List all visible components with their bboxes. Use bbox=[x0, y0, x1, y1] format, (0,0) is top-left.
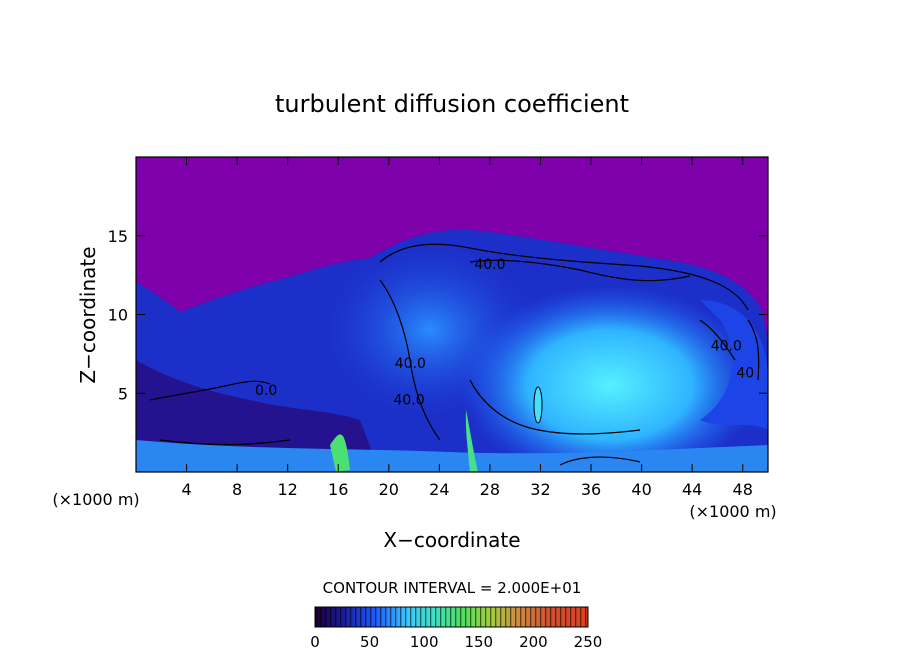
x-axis-label: X−coordinate bbox=[383, 528, 520, 552]
contour-label: 40.0 bbox=[711, 339, 742, 355]
x-tick-label: 8 bbox=[232, 480, 242, 499]
contour-40-upper bbox=[469, 259, 736, 361]
contour-labels: 40.0 40.0 40.0 40.0 40 0.0 bbox=[255, 257, 754, 408]
contour-40-left bbox=[149, 380, 291, 446]
colorbar-tick-label: 250 bbox=[574, 633, 603, 651]
field-region-streak bbox=[330, 434, 350, 472]
x-tick-label: 40 bbox=[631, 480, 651, 499]
x-tick-label: 20 bbox=[379, 480, 399, 499]
colorbar-frame bbox=[314, 606, 589, 628]
field-region-right-arc bbox=[700, 300, 768, 430]
y-tick-label: 10 bbox=[108, 306, 128, 325]
colorbar: 0 50 100 150 200 250 bbox=[310, 606, 602, 651]
contour-label: 40.0 bbox=[474, 257, 505, 273]
y-axis-label: Z−coordinate bbox=[76, 246, 100, 383]
x-unit-left: (×1000 m) bbox=[52, 490, 139, 509]
contour-label: 40.0 bbox=[395, 356, 426, 372]
y-tick-label: 15 bbox=[108, 227, 128, 246]
chart-title: turbulent diffusion coefficient bbox=[275, 90, 629, 118]
contour-label: 40.0 bbox=[393, 392, 424, 408]
contour-40-lower bbox=[469, 379, 641, 435]
contour-core-closed bbox=[533, 386, 543, 424]
colorbar-stripes bbox=[315, 607, 588, 627]
x-tick-label: 48 bbox=[733, 480, 753, 499]
colorbar-tick-label: 200 bbox=[519, 633, 548, 651]
x-tick-label: 12 bbox=[278, 480, 298, 499]
colorbar-ticks: 0 50 100 150 200 250 bbox=[310, 633, 602, 651]
y-tick-label: 5 bbox=[118, 384, 128, 403]
colorbar-tick-label: 100 bbox=[410, 633, 439, 651]
contour-label: 0.0 bbox=[255, 383, 277, 399]
x-tick-label: 36 bbox=[581, 480, 601, 499]
contour-40-base bbox=[559, 456, 641, 466]
x-tick-label: 24 bbox=[429, 480, 449, 499]
x-unit-right: (×1000 m) bbox=[689, 502, 776, 521]
x-tick-label: 16 bbox=[328, 480, 348, 499]
contour-interval-label: CONTOUR INTERVAL = 2.000E+01 bbox=[323, 579, 582, 597]
field-region-bottom-band bbox=[136, 440, 768, 472]
contour-40-middle bbox=[379, 279, 441, 441]
x-tick-label: 4 bbox=[181, 480, 191, 499]
contour-40-outer bbox=[379, 243, 749, 311]
contour-lines bbox=[149, 243, 760, 466]
colorbar-tick-label: 150 bbox=[464, 633, 493, 651]
x-tick-label: 32 bbox=[530, 480, 550, 499]
heatmap-field: 40.0 40.0 40.0 40.0 40 0.0 bbox=[136, 157, 768, 472]
field-region-core bbox=[460, 285, 760, 472]
colorbar-tick-label: 0 bbox=[310, 633, 320, 651]
contour-label: 40 bbox=[736, 366, 754, 382]
contour-40-right bbox=[747, 319, 760, 381]
field-region-pillar bbox=[465, 410, 478, 472]
x-tick-label: 44 bbox=[682, 480, 702, 499]
x-tick-label: 28 bbox=[480, 480, 500, 499]
colorbar-tick-label: 50 bbox=[360, 633, 379, 651]
